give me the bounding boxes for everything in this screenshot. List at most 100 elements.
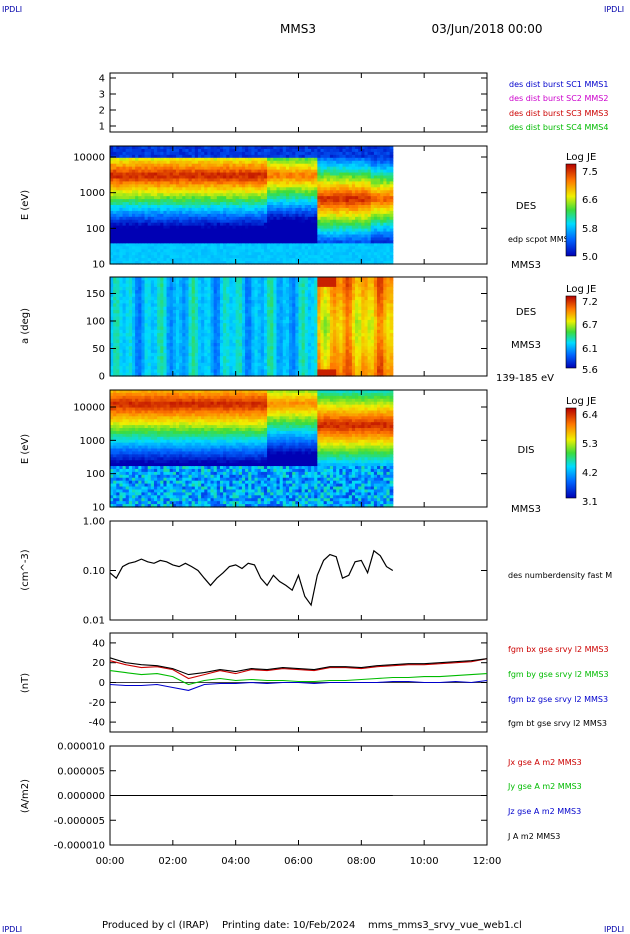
spectrogram-cell	[326, 193, 331, 197]
spectrogram-cell	[219, 146, 224, 150]
spectrogram-cell	[131, 228, 136, 233]
spectrogram-cell	[175, 187, 180, 191]
spectrogram-cell	[373, 163, 378, 168]
spectrogram-cell	[166, 219, 171, 224]
spectrogram-cell	[229, 280, 234, 285]
spectrogram-cell	[160, 293, 165, 298]
spectrogram-cell	[238, 356, 243, 361]
spectrogram-cell	[254, 157, 259, 162]
spectrogram-cell	[241, 157, 246, 162]
spectrogram-cell	[226, 175, 230, 180]
spectrogram-cell	[213, 222, 218, 227]
spectrogram-cell	[210, 243, 215, 247]
spectrogram-cell	[219, 157, 224, 162]
spectrogram-cell	[182, 205, 186, 209]
spectrogram-cell	[229, 219, 234, 224]
spectrogram-cell	[119, 184, 124, 188]
spectrogram-cell	[110, 228, 114, 233]
spectrogram-cell	[245, 300, 249, 304]
spectrogram-cell	[304, 146, 309, 150]
spectrogram-cell	[110, 166, 114, 171]
spectrogram-cell	[235, 290, 240, 295]
spectrogram-cell	[110, 237, 114, 241]
spectrogram-cell	[219, 313, 224, 318]
spectrogram-cell	[150, 169, 155, 174]
spectrogram-cell	[241, 286, 246, 291]
spectrogram-cell	[194, 372, 199, 377]
spectrogram-cell	[166, 196, 171, 200]
spectrogram-cell	[182, 283, 186, 288]
spectrogram-cell	[351, 163, 356, 168]
spectrogram-cell	[270, 243, 274, 247]
spectrogram-cell	[380, 207, 384, 212]
spectrogram-cell	[226, 210, 230, 215]
spectrogram-cell	[179, 372, 183, 377]
spectrogram-cell	[307, 255, 312, 259]
spectrogram-cell	[248, 319, 252, 324]
spectrogram-cell	[197, 193, 202, 197]
spectrogram-cell	[122, 231, 127, 236]
spectrogram-cell	[386, 196, 391, 200]
spectrogram-cell	[216, 157, 221, 162]
spectrogram-cell	[216, 151, 221, 156]
spectrogram-cell	[166, 210, 171, 215]
spectrogram-cell	[119, 252, 124, 256]
spectrogram-cell	[348, 202, 353, 206]
spectrogram-cell	[307, 210, 312, 215]
spectrogram-cell	[160, 199, 165, 203]
spectrogram-cell	[219, 160, 224, 165]
spectrogram-cell	[370, 237, 375, 241]
spectrogram-cell	[201, 181, 205, 185]
spectrogram-cell	[185, 190, 190, 194]
burst-legend-sc3: des dist burst SC3 MMS3	[509, 109, 608, 118]
spectrogram-cell	[179, 148, 183, 153]
spectrogram-cell	[229, 258, 234, 262]
spectrogram-cell	[380, 249, 384, 253]
spectrogram-cell	[370, 151, 375, 156]
spectrogram-cell	[279, 240, 284, 244]
spectrogram-cell	[317, 154, 322, 159]
spectrogram-cell	[191, 280, 196, 285]
spectrogram-cell	[383, 255, 388, 259]
spectrogram-cell	[135, 243, 139, 247]
spectrogram-cell	[229, 154, 234, 159]
spectrogram-cell	[377, 213, 381, 218]
spectrogram-cell	[383, 213, 388, 218]
des-pitch-spectrogram	[110, 277, 394, 377]
spectrogram-cell	[333, 207, 337, 212]
spectrogram-cell	[254, 160, 259, 165]
spectrogram-cell	[304, 228, 309, 233]
spectrogram-cell	[241, 222, 246, 227]
spectrogram-cell	[141, 219, 146, 224]
spectrogram-cell	[364, 205, 369, 209]
spectrogram-cell	[113, 148, 117, 153]
spectrogram-cell	[383, 243, 388, 247]
spectrogram-cell	[223, 234, 227, 239]
spectrogram-cell	[245, 339, 249, 344]
spectrogram-cell	[326, 154, 331, 159]
spectrogram-cell	[282, 222, 287, 227]
spectrogram-cell	[147, 258, 152, 262]
spectrogram-cell	[342, 207, 347, 212]
spectrogram-cell	[342, 166, 347, 171]
spectrogram-cell	[131, 255, 136, 259]
spectrogram-cell	[141, 326, 146, 331]
spectrogram-cell	[213, 261, 218, 265]
spectrogram-cell	[172, 255, 177, 259]
spectrogram-cell	[122, 243, 127, 247]
spectrogram-cell	[119, 169, 124, 174]
spectrogram-cell	[216, 277, 221, 281]
spectrogram-cell	[317, 163, 322, 168]
spectrogram-cell	[386, 190, 391, 194]
spectrogram-cell	[219, 300, 224, 304]
spectrogram-cell	[295, 157, 300, 162]
spectrogram-cell	[257, 146, 262, 150]
spectrogram-cell	[138, 362, 143, 367]
spectrogram-cell	[207, 219, 212, 224]
spectrogram-cell	[251, 151, 256, 156]
spectrogram-cell	[285, 148, 290, 153]
spectrogram-cell	[301, 243, 306, 247]
spectrogram-cell	[289, 216, 293, 221]
spectrogram-cell	[213, 277, 218, 281]
spectrogram-cell	[172, 252, 177, 256]
